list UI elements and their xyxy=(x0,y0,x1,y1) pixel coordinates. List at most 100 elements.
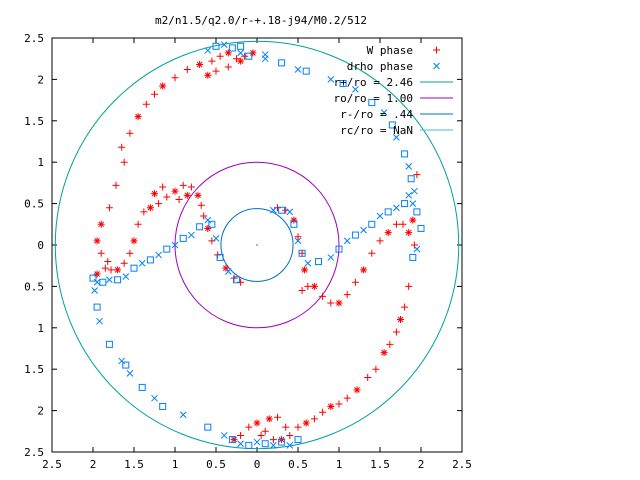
w-phase-point xyxy=(183,65,191,73)
drho-phase-point xyxy=(105,340,113,348)
drho-phase-point xyxy=(261,440,269,448)
drho-phase-point xyxy=(106,276,113,284)
drho-phase-point xyxy=(352,85,359,93)
y-tick-label: 2 xyxy=(37,405,44,418)
drho-phase-point xyxy=(126,369,134,377)
w-phase-point xyxy=(151,90,158,98)
x-tick-label: 1.5 xyxy=(370,458,390,471)
w-phase-point xyxy=(187,183,195,191)
x-tick-label: 2.5 xyxy=(452,458,472,471)
w-phase-point xyxy=(298,249,306,257)
w-phase-point xyxy=(265,415,273,423)
w-phase-point xyxy=(142,100,150,108)
drho-phase-point xyxy=(368,99,376,107)
drho-phase-point xyxy=(204,216,212,224)
drho-phase-point xyxy=(91,287,98,294)
w-phase-point xyxy=(368,249,376,257)
drho-phase-point xyxy=(384,208,392,216)
x-tick-label: 1 xyxy=(336,458,343,471)
drho-phase-point xyxy=(401,150,409,158)
drho-phase-point xyxy=(253,438,261,446)
drho-phase-point xyxy=(138,383,146,391)
series-1 xyxy=(89,41,425,449)
drho-phase-point xyxy=(407,175,415,183)
drho-phase-point xyxy=(138,259,146,267)
drho-phase-point xyxy=(286,208,294,216)
w-phase-point xyxy=(179,181,187,189)
drho-phase-point xyxy=(224,268,232,275)
drho-phase-point xyxy=(405,191,413,199)
w-phase-point xyxy=(230,436,238,444)
w-phase-point xyxy=(97,220,105,228)
drho-phase-point xyxy=(118,357,126,365)
drho-phase-point xyxy=(179,411,187,419)
drho-phase-point xyxy=(294,66,302,73)
drho-phase-point xyxy=(114,276,122,284)
drho-phase-point xyxy=(179,234,187,242)
w-phase-point xyxy=(376,237,384,245)
series-0 xyxy=(93,49,421,444)
w-phase-point xyxy=(120,259,128,267)
x-tick-label: 2.5 xyxy=(42,458,62,471)
w-phase-point xyxy=(114,266,122,274)
w-phase-point xyxy=(319,408,327,416)
drho-phase-point xyxy=(122,361,130,369)
legend-marker xyxy=(433,46,440,54)
legend-label: r+/ro = 2.46 xyxy=(334,76,413,89)
y-tick-label: 1 xyxy=(37,156,44,169)
w-phase-point xyxy=(208,57,216,65)
w-phase-point xyxy=(222,264,230,272)
drho-phase-point xyxy=(130,264,138,272)
drho-phase-point xyxy=(155,251,162,259)
w-phase-point xyxy=(380,349,388,357)
drho-phase-point xyxy=(96,317,103,325)
w-phase-point xyxy=(224,49,232,57)
y-tick-label: 2.5 xyxy=(24,32,44,45)
drho-phase-point xyxy=(335,245,343,253)
w-phase-point xyxy=(282,423,290,431)
w-phase-point xyxy=(319,292,327,300)
w-phase-point xyxy=(204,224,212,232)
w-phase-point xyxy=(200,212,208,220)
drho-phase-point xyxy=(339,80,347,88)
w-phase-point xyxy=(335,299,343,307)
w-phase-point xyxy=(237,278,245,286)
drho-phase-point xyxy=(290,220,298,228)
w-phase-point xyxy=(353,386,361,394)
w-phase-point xyxy=(294,423,302,431)
drho-phase-point xyxy=(405,162,413,170)
w-phase-point xyxy=(93,270,101,278)
w-phase-point xyxy=(257,431,265,439)
w-phase-point xyxy=(171,187,179,195)
w-phase-point xyxy=(175,195,183,203)
drho-phase-point xyxy=(278,438,286,446)
drho-phase-point xyxy=(327,76,335,83)
y-tick-label: 0.5 xyxy=(24,198,44,211)
w-phase-point xyxy=(155,200,163,208)
w-phase-point xyxy=(364,373,372,381)
origin-dot xyxy=(256,244,258,246)
w-phase-point xyxy=(163,193,171,201)
drho-phase-point xyxy=(196,223,204,231)
w-phase-point xyxy=(237,431,245,439)
drho-phase-point xyxy=(93,278,101,286)
w-phase-point xyxy=(310,282,318,290)
w-phase-point xyxy=(93,237,101,245)
legend-label: drho phase xyxy=(347,60,413,73)
x-tick-label: 0 xyxy=(254,458,261,471)
w-phase-point xyxy=(409,216,417,224)
drho-phase-point xyxy=(409,253,417,261)
w-phase-point xyxy=(104,258,112,266)
w-phase-point xyxy=(360,266,368,274)
w-phase-point xyxy=(304,282,312,290)
w-phase-point xyxy=(183,191,191,199)
w-phase-point xyxy=(107,266,115,274)
x-tick-label: 1 xyxy=(172,458,179,471)
w-phase-point xyxy=(237,57,245,65)
drho-phase-point xyxy=(204,423,212,431)
w-phase-point xyxy=(230,274,238,282)
w-phase-point xyxy=(126,249,134,257)
series-layer xyxy=(89,41,425,449)
w-phase-point xyxy=(343,394,351,402)
